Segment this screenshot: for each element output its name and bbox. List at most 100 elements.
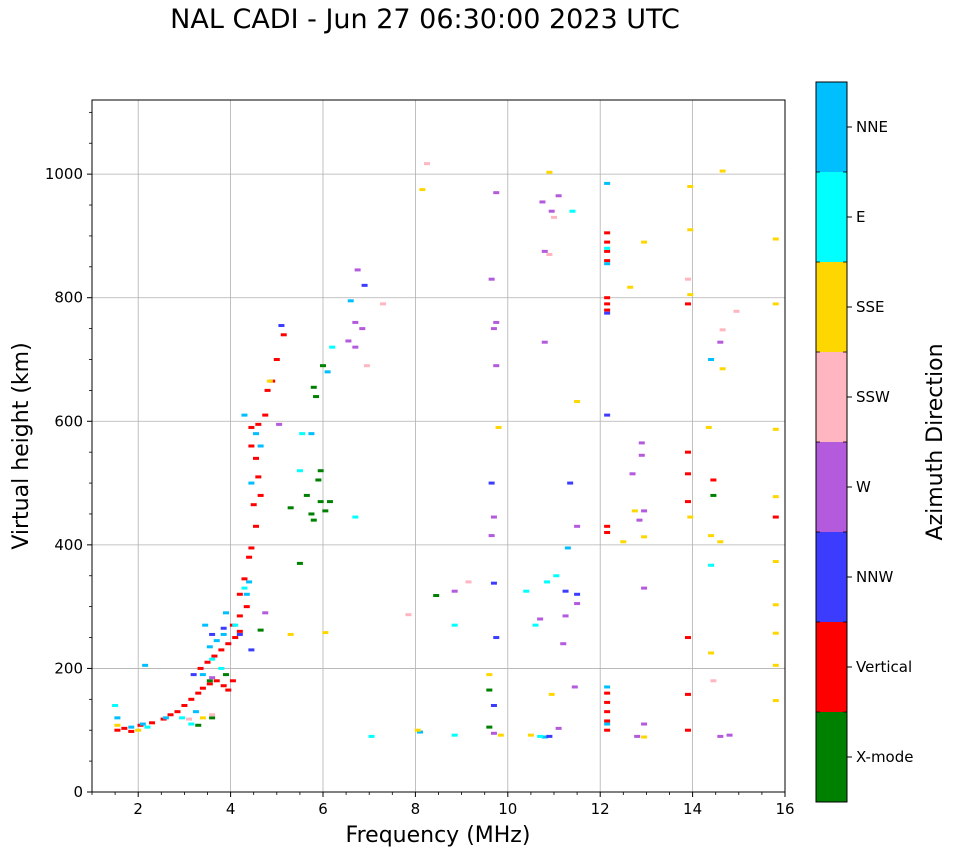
data-point-vertical — [684, 450, 691, 454]
data-point-vertical — [232, 636, 239, 640]
data-point-vertical — [604, 259, 611, 263]
y-tick-label: 600 — [54, 412, 83, 430]
plot-frame — [91, 99, 786, 793]
data-point-vertical — [229, 679, 236, 683]
data-point-vertical — [225, 642, 232, 646]
data-point-nnw — [361, 283, 368, 287]
y-tick-label: 1000 — [45, 165, 83, 183]
data-point-vertical — [684, 302, 691, 306]
colorbar-legend: X-mode Vertical NNW W SSW SSE E NNE — [815, 81, 913, 803]
data-point-vertical — [264, 388, 271, 392]
data-point-vertical — [248, 444, 255, 448]
data-point-sse — [419, 188, 426, 192]
data-point-vertical — [225, 688, 232, 692]
data-point-nnw — [567, 481, 574, 485]
data-point-sse — [705, 425, 712, 429]
data-point-sse — [687, 293, 694, 297]
data-point-sse — [497, 733, 504, 737]
data-point-vertical — [241, 577, 248, 581]
data-point-e — [569, 209, 576, 213]
data-point-nne — [257, 444, 264, 448]
data-point-w — [490, 515, 497, 519]
data-point-nnw — [604, 413, 611, 417]
data-point-nnw — [546, 734, 553, 738]
data-point-vertical — [128, 729, 135, 733]
data-point-vertical — [262, 413, 269, 417]
data-point-e — [296, 469, 303, 473]
data-point-nnw — [278, 324, 285, 328]
x-tick-label: 16 — [775, 800, 794, 818]
data-point-xmode — [195, 723, 202, 727]
data-point-nne — [192, 710, 199, 714]
data-point-vertical — [253, 456, 260, 460]
data-point-w — [555, 726, 562, 730]
data-point-vertical — [604, 240, 611, 244]
data-point-w — [638, 441, 645, 445]
data-point-vertical — [684, 692, 691, 696]
data-point-sse — [114, 723, 121, 727]
data-point-nne — [241, 413, 248, 417]
data-point-sse — [527, 733, 534, 737]
data-point-w — [493, 364, 500, 368]
data-point-sse — [772, 495, 779, 499]
data-point-nne — [604, 262, 611, 266]
data-point-nnw — [209, 632, 216, 636]
data-point-nne — [220, 632, 227, 636]
data-point-w — [548, 209, 555, 213]
data-point-xmode — [296, 561, 303, 565]
data-point-sse — [546, 170, 553, 174]
data-point-ssw — [209, 713, 216, 717]
data-point-nne — [253, 432, 260, 436]
data-point-xmode — [326, 500, 333, 504]
data-point-w — [562, 614, 569, 618]
y-tick-label: 200 — [54, 659, 83, 677]
data-point-vertical — [257, 493, 264, 497]
data-point-vertical — [604, 308, 611, 312]
data-point-w — [451, 589, 458, 593]
data-point-nne — [604, 685, 611, 689]
data-point-e — [299, 432, 306, 436]
data-point-ssw — [546, 252, 553, 256]
data-point-sse — [620, 540, 627, 544]
data-point-nnw — [574, 592, 581, 596]
data-point-vertical — [273, 358, 280, 361]
data-point-sse — [414, 728, 421, 732]
data-point-sse — [199, 716, 206, 720]
data-point-e — [532, 623, 539, 627]
data-point-xmode — [310, 385, 317, 389]
data-point-vertical — [604, 719, 611, 723]
data-point-vertical — [604, 700, 611, 704]
x-tick-label: 8 — [411, 800, 421, 818]
data-point-sse — [772, 560, 779, 564]
data-point-w — [638, 453, 645, 457]
colorbar-swatch-w — [816, 442, 847, 532]
data-point-w — [541, 249, 548, 253]
data-point-nne — [417, 730, 424, 734]
data-point-e — [544, 580, 551, 584]
data-point-e — [451, 623, 458, 627]
data-point-xmode — [257, 628, 264, 632]
data-point-sse — [772, 631, 779, 635]
y-tick-label: 0 — [73, 783, 83, 801]
data-point-vertical — [188, 697, 195, 701]
data-point-w — [571, 685, 578, 689]
data-point-xmode — [313, 395, 320, 399]
data-point-vertical — [248, 546, 255, 550]
data-point-w — [560, 642, 567, 646]
data-point-vertical — [220, 684, 227, 688]
data-point-ssw — [363, 364, 370, 368]
data-point-nne — [248, 481, 255, 485]
data-point-nne — [128, 725, 135, 729]
colorbar-swatch-vertical — [816, 622, 847, 712]
data-point-ssw — [405, 613, 412, 617]
data-point-ssw — [380, 302, 387, 306]
data-point-w — [541, 340, 548, 344]
data-point-vertical — [236, 629, 243, 633]
data-point-vertical — [181, 704, 188, 707]
data-point-w — [276, 422, 283, 426]
data-point-xmode — [486, 688, 493, 692]
chart-title: NAL CADI - Jun 27 06:30:00 2023 UTC — [170, 4, 680, 35]
data-point-sse — [717, 540, 724, 544]
data-point-sse — [574, 400, 581, 404]
data-point-nne — [139, 722, 146, 726]
